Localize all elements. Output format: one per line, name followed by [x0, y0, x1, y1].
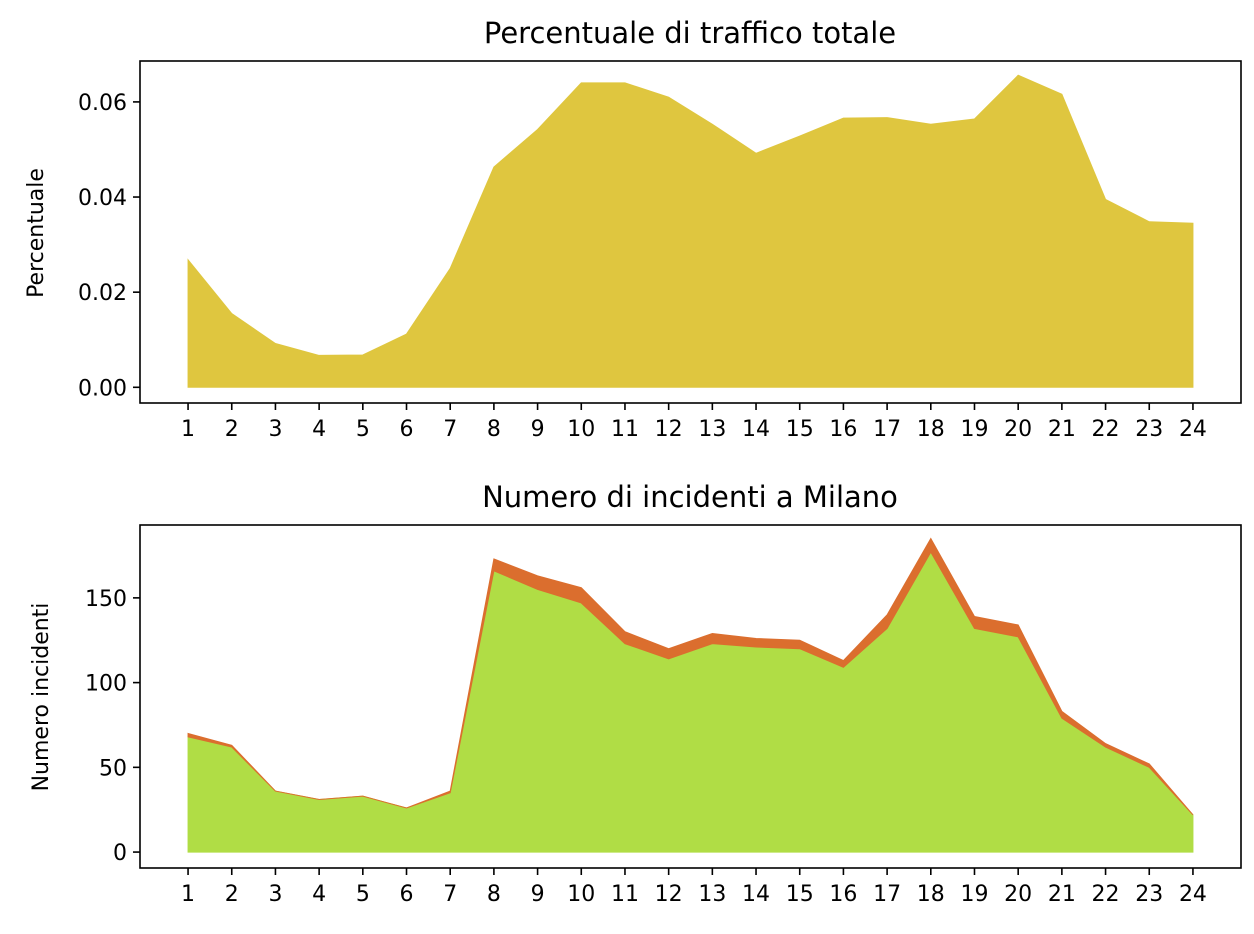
y-axis-ticks: 0 50 100 150 — [85, 587, 140, 866]
x-tick-label: 13 — [698, 417, 726, 442]
x-tick-label: 14 — [742, 417, 770, 442]
chart-title: Numero di incidenti a Milano — [482, 480, 898, 514]
x-tick-label: 18 — [917, 882, 945, 907]
x-tick-label: 24 — [1179, 882, 1207, 907]
area-series-0 — [187, 551, 1194, 853]
x-tick-label: 21 — [1048, 417, 1076, 442]
x-tick-label: 17 — [873, 417, 901, 442]
x-tick-label: 1 — [181, 417, 195, 442]
y-axis-ticks: 0.00 0.02 0.04 0.06 — [78, 91, 140, 401]
x-tick-label: 13 — [698, 882, 726, 907]
y-tick-label: 0.06 — [78, 91, 127, 116]
x-tick-label: 4 — [312, 882, 326, 907]
y-tick-label: 0 — [113, 841, 127, 866]
x-axis-ticks: 1 2 3 4 5 6 7 8 9 10 11 12 13 14 15 16 17 18 19 20 21 22 23 24 — [181, 403, 1207, 442]
x-tick-label: 22 — [1092, 882, 1120, 907]
x-axis-ticks: 1 2 3 4 5 6 7 8 9 10 11 12 13 14 15 16 17 18 19 20 21 22 23 24 — [181, 868, 1207, 907]
x-tick-label: 3 — [268, 882, 282, 907]
x-tick-label: 4 — [312, 417, 326, 442]
x-tick-label: 21 — [1048, 882, 1076, 907]
x-tick-label: 17 — [873, 882, 901, 907]
axes-frame — [139, 524, 1242, 869]
y-axis-label: Percentuale — [24, 168, 49, 298]
chart-title: Percentuale di traffico totale — [484, 16, 896, 50]
x-tick-label: 3 — [268, 417, 282, 442]
plot-area — [187, 74, 1194, 388]
x-tick-label: 11 — [611, 417, 639, 442]
x-tick-label: 15 — [786, 417, 814, 442]
x-tick-label: 22 — [1092, 417, 1120, 442]
x-tick-label: 9 — [531, 882, 545, 907]
x-tick-label: 6 — [400, 417, 414, 442]
x-tick-label: 14 — [742, 882, 770, 907]
y-axis-label: Numero incidenti — [29, 603, 54, 792]
x-tick-label: 5 — [356, 882, 370, 907]
x-tick-label: 7 — [443, 882, 457, 907]
x-tick-label: 5 — [356, 417, 370, 442]
x-tick-label: 16 — [829, 417, 857, 442]
x-tick-label: 2 — [225, 882, 239, 907]
x-tick-label: 6 — [400, 882, 414, 907]
x-tick-label: 12 — [655, 417, 683, 442]
area-series-0 — [187, 74, 1194, 388]
x-tick-label: 8 — [487, 882, 501, 907]
x-tick-label: 19 — [960, 417, 988, 442]
x-tick-label: 10 — [567, 882, 595, 907]
traffic-percentage-chart: Percentuale di traffico totale Percentua… — [24, 16, 1242, 442]
y-tick-label: 0.02 — [78, 281, 127, 306]
x-tick-label: 8 — [487, 417, 501, 442]
x-tick-label: 2 — [225, 417, 239, 442]
x-tick-label: 24 — [1179, 417, 1207, 442]
x-tick-label: 16 — [829, 882, 857, 907]
y-tick-label: 50 — [99, 756, 127, 781]
plot-area — [187, 537, 1194, 853]
axes-frame — [139, 60, 1242, 404]
x-tick-label: 15 — [786, 882, 814, 907]
x-tick-label: 23 — [1135, 417, 1163, 442]
x-tick-label: 1 — [181, 882, 195, 907]
x-tick-label: 20 — [1004, 882, 1032, 907]
milan-incidents-chart: Numero di incidenti a Milano Numero inci… — [29, 480, 1242, 907]
y-tick-label: 0.00 — [78, 376, 127, 401]
x-tick-label: 11 — [611, 882, 639, 907]
x-tick-label: 20 — [1004, 417, 1032, 442]
x-tick-label: 9 — [531, 417, 545, 442]
x-tick-label: 10 — [567, 417, 595, 442]
x-tick-label: 18 — [917, 417, 945, 442]
x-tick-label: 7 — [443, 417, 457, 442]
x-tick-label: 19 — [960, 882, 988, 907]
y-tick-label: 0.04 — [78, 186, 127, 211]
area-series-1 — [187, 537, 1194, 816]
y-tick-label: 150 — [85, 587, 127, 612]
y-tick-label: 100 — [85, 672, 127, 697]
x-tick-label: 12 — [655, 882, 683, 907]
x-tick-label: 23 — [1135, 882, 1163, 907]
